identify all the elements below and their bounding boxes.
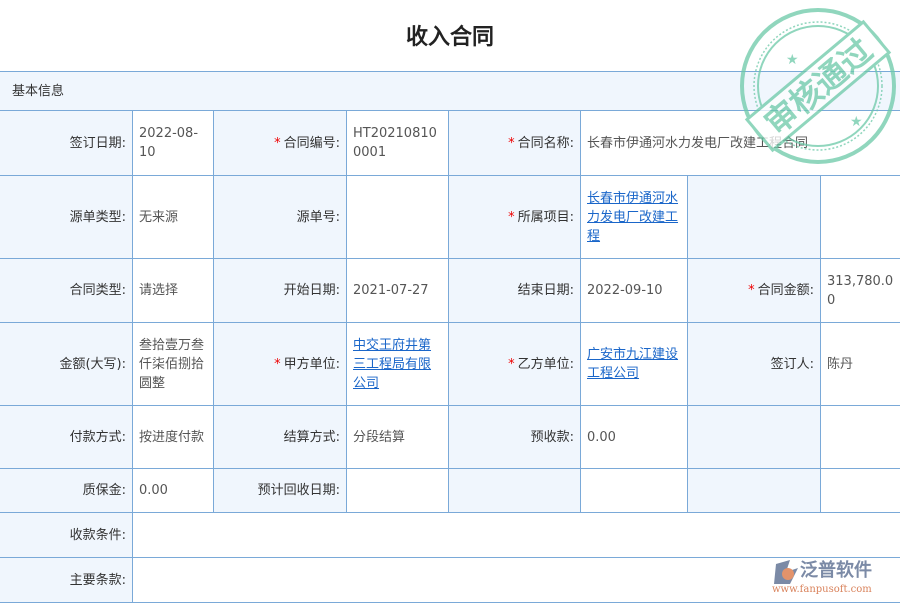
contract-type-select[interactable]: 请选择 [133,259,214,323]
amount-value[interactable]: 313,780.00 [821,259,900,323]
page-title: 收入合同 [0,0,900,72]
sign-date-value[interactable]: 2022-08-10 [133,111,214,176]
party-a-link[interactable]: 中交王府井第三工程局有限公司 [353,338,431,391]
amount-label: 合同金额: [758,283,814,298]
amount-caps-label: 金额(大写): [0,323,133,406]
party-a-label: 甲方单位: [284,357,340,372]
contract-type-label: 合同类型: [0,259,133,323]
contract-name-value[interactable]: 长春市伊通河水力发电厂改建工程合同 [581,111,900,176]
logo-url: www.fanpusoft.com [772,584,872,595]
deposit-value[interactable]: 0.00 [133,469,214,513]
empty-cell [821,469,900,513]
amount-caps-value: 叁拾壹万叁仟柒佰捌拾圆整 [133,323,214,406]
party-b-link[interactable]: 广安市九江建设工程公司 [587,347,678,381]
required-icon: * [508,210,515,225]
payment-label: 付款方式: [0,406,133,469]
contract-name-label: 合同名称: [518,136,574,151]
prepay-value[interactable]: 0.00 [581,406,688,469]
collect-terms-label: 收款条件: [0,513,133,558]
payment-value[interactable]: 按进度付款 [133,406,214,469]
empty-cell [821,406,900,469]
deposit-label: 质保金: [0,469,133,513]
required-icon: * [508,136,515,151]
empty-cell [449,469,581,513]
start-date-value[interactable]: 2021-07-27 [347,259,449,323]
contract-no-label: 合同编号: [284,136,340,151]
section-header: 基本信息 [0,72,900,111]
signer-value[interactable]: 陈丹 [821,323,900,406]
project-link[interactable]: 长春市伊通河水力发电厂改建工程 [587,191,678,244]
start-date-label: 开始日期: [214,259,347,323]
expected-date-value[interactable] [347,469,449,513]
source-type-value[interactable]: 无来源 [133,176,214,259]
fanpu-logo: 泛普软件 www.fanpusoft.com [768,554,898,598]
end-date-label: 结束日期: [449,259,581,323]
prepay-label: 预收款: [449,406,581,469]
end-date-value[interactable]: 2022-09-10 [581,259,688,323]
required-icon: * [274,357,281,372]
required-icon: * [508,357,515,372]
main-terms-label: 主要条款: [0,558,133,603]
contract-form: 基本信息 签订日期: 2022-08-10 *合同编号: HT202108100… [0,71,900,603]
project-label: 所属项目: [518,210,574,225]
source-no-value[interactable] [347,176,449,259]
logo-name: 泛普软件 [800,559,872,581]
required-icon: * [274,136,281,151]
settlement-label: 结算方式: [214,406,347,469]
empty-cell [581,469,688,513]
source-type-label: 源单类型: [0,176,133,259]
expected-date-label: 预计回收日期: [214,469,347,513]
settlement-value[interactable]: 分段结算 [347,406,449,469]
empty-cell [688,176,821,259]
contract-no-value[interactable]: HT202108100001 [347,111,449,176]
collect-terms-value[interactable] [133,513,900,558]
source-no-label: 源单号: [214,176,347,259]
party-b-label: 乙方单位: [518,357,574,372]
signer-label: 签订人: [688,323,821,406]
required-icon: * [748,283,755,298]
empty-cell [688,406,821,469]
empty-cell [688,469,821,513]
sign-date-label: 签订日期: [0,111,133,176]
empty-cell [821,176,900,259]
